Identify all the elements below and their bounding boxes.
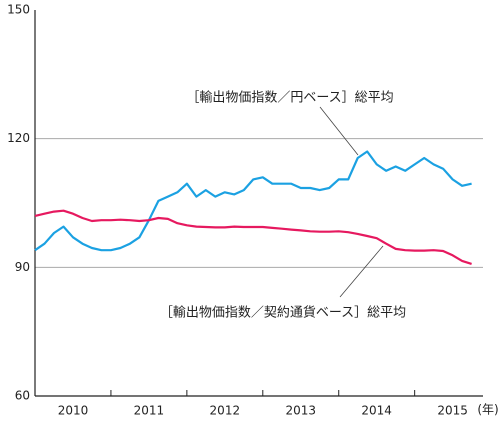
y-tick-label: 60 bbox=[15, 389, 30, 403]
series-label: ［輸出物価指数／円ベース］総平均 bbox=[186, 91, 393, 106]
x-axis-label: (年) bbox=[477, 403, 498, 417]
x-tick-label: 2015 bbox=[437, 404, 468, 418]
x-tick-label: 2011 bbox=[134, 404, 165, 418]
y-tick-label: 120 bbox=[7, 131, 30, 145]
y-tick-label: 90 bbox=[15, 260, 30, 274]
x-tick-label: 2012 bbox=[210, 404, 241, 418]
y-tick-label: 150 bbox=[7, 3, 30, 17]
series-line bbox=[34, 150, 472, 252]
series-line bbox=[34, 209, 472, 265]
leader-line bbox=[319, 106, 359, 156]
x-tick-label: 2014 bbox=[361, 404, 392, 418]
series-label: ［輸出物価指数／契約通貨ベース］総平均 bbox=[160, 305, 406, 321]
x-tick-label: 2013 bbox=[285, 404, 316, 418]
leader-line bbox=[339, 245, 384, 298]
x-tick-label: 2010 bbox=[58, 404, 89, 418]
